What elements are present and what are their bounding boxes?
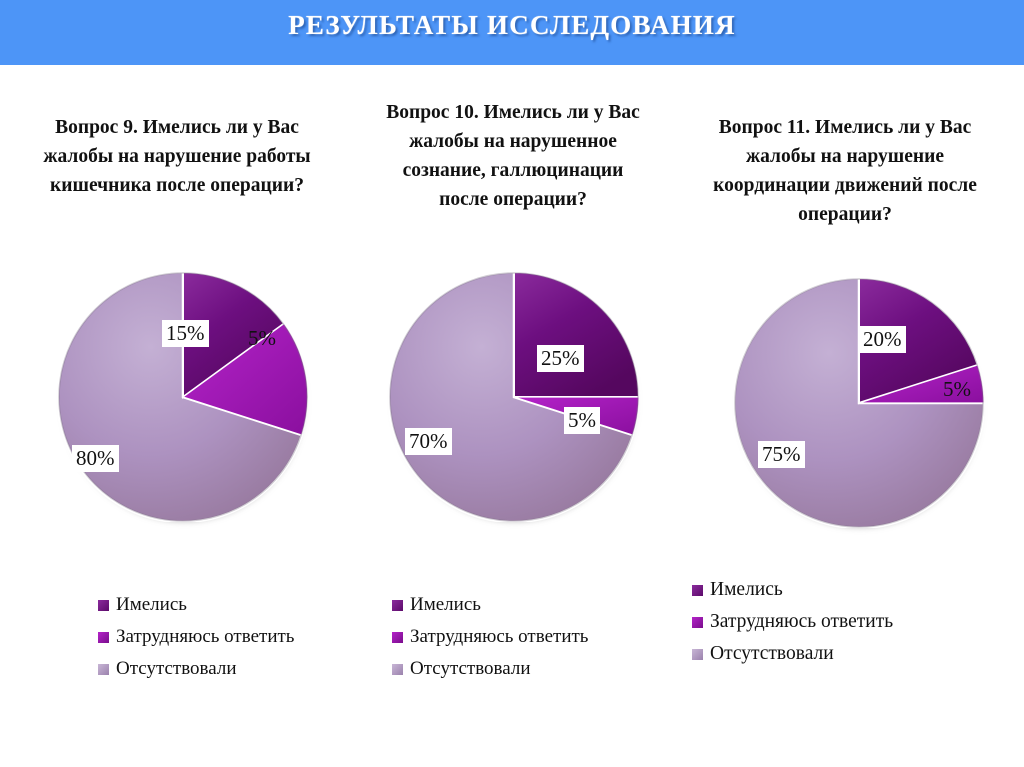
header-bar: РЕЗУЛЬТАТЫ ИССЛЕДОВАНИЯ [0,0,1024,65]
legend-item-zatrudnyayus: Затрудняюсь ответить [98,626,398,647]
legend-item-zatrudnyayus: Затрудняюсь ответить [392,626,692,647]
pie-value-label-medium: 5% [248,326,276,350]
chart-legend-10: Имелись Затрудняюсь ответить Отсутствова… [392,594,692,691]
legend-swatch-light-purple-icon [392,663,403,675]
legend-swatch-light-purple-icon [692,648,703,660]
question-panel-9: Вопрос 9. Имелись ли у Вас жалобы на нар… [10,80,344,740]
question-panel-10: Вопрос 10. Имелись ли у Вас жалобы на на… [344,80,678,740]
chart-legend-11: Имелись Затрудняюсь ответить Отсутствова… [692,579,992,676]
legend-item-imelis: Имелись [692,579,992,600]
legend-item-otsutstvovali: Отсутствовали [692,643,992,664]
pie-chart-svg-11 [734,278,984,528]
legend-label-imelis: Имелись [410,594,481,615]
legend-swatch-dark-purple-icon [392,599,403,611]
legend-swatch-medium-purple-icon [98,631,109,643]
legend-item-otsutstvovali: Отсутствовали [98,658,398,679]
legend-item-imelis: Имелись [98,594,398,615]
legend-item-zatrudnyayus: Затрудняюсь ответить [692,611,992,632]
legend-label-zatrudnyayus: Затрудняюсь ответить [116,626,295,647]
legend-label-imelis: Имелись [116,594,187,615]
pie-value-label-light: 75% [758,441,805,468]
pie-chart-svg-10 [389,272,639,522]
pie-chart-svg-9 [58,272,308,522]
pie-value-label-light: 70% [405,428,452,455]
legend-label-zatrudnyayus: Затрудняюсь ответить [710,611,894,632]
legend-label-imelis: Имелись [710,579,783,600]
pie-value-label-dark: 20% [859,326,906,353]
legend-swatch-medium-purple-icon [692,616,703,628]
legend-swatch-dark-purple-icon [692,584,703,596]
question-title: Вопрос 9. Имелись ли у Вас жалобы на нар… [43,117,311,196]
legend-label-otsutstvovali: Отсутствовали [410,658,531,679]
legend-swatch-dark-purple-icon [98,599,109,611]
chart-legend-9: Имелись Затрудняюсь ответить Отсутствова… [98,594,398,691]
pie-value-label-light: 80% [72,445,119,472]
legend-label-otsutstvovali: Отсутствовали [116,658,237,679]
question-panel-11: Вопрос 11. Имелись ли у Вас жалобы на на… [678,80,1012,740]
pie-value-label-dark: 15% [162,320,209,347]
pie-chart-9: 15% 5% 80% [58,272,308,522]
legend-item-otsutstvovali: Отсутствовали [392,658,692,679]
legend-swatch-medium-purple-icon [392,631,403,643]
pie-value-label-medium: 5% [943,377,971,401]
pie-chart-11: 20% 5% 75% [734,278,984,528]
pie-value-label-dark: 25% [537,345,584,372]
question-title: Вопрос 11. Имелись ли у Вас жалобы на на… [713,117,977,225]
legend-item-imelis: Имелись [392,594,692,615]
pie-chart-10: 25% 5% 70% [389,272,639,522]
page-title: РЕЗУЛЬТАТЫ ИССЛЕДОВАНИЯ [288,10,736,40]
pie-value-label-medium: 5% [564,407,600,434]
legend-swatch-light-purple-icon [98,663,109,675]
legend-label-otsutstvovali: Отсутствовали [710,643,834,664]
question-title: Вопрос 10. Имелись ли у Вас жалобы на на… [386,102,640,210]
legend-label-zatrudnyayus: Затрудняюсь ответить [410,626,589,647]
